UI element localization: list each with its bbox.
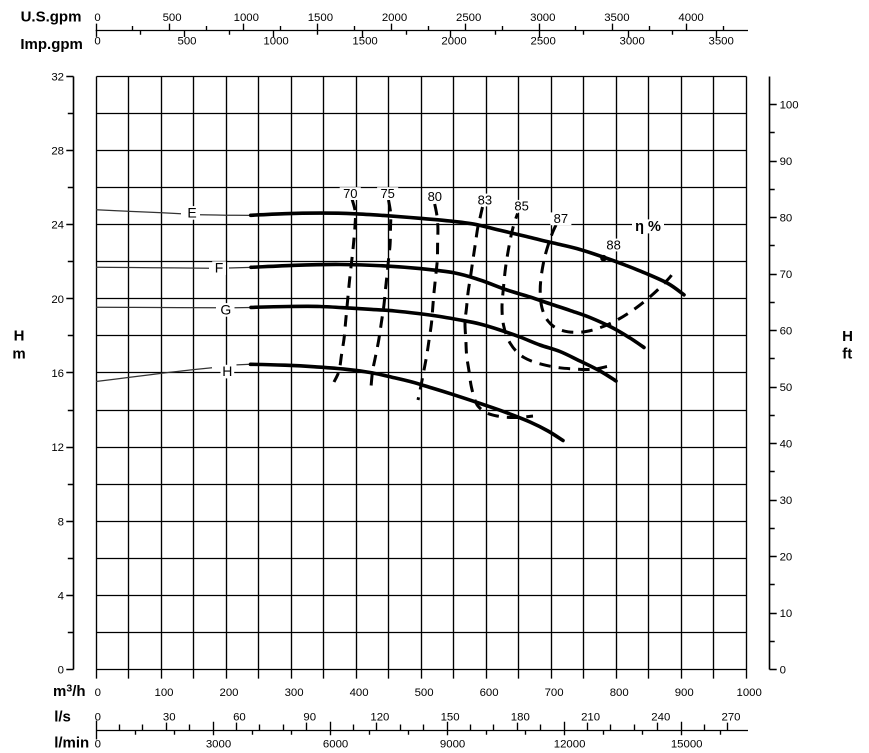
svg-text:500: 500: [177, 36, 196, 48]
svg-text:300: 300: [285, 687, 304, 699]
svg-text:12000: 12000: [554, 739, 586, 751]
svg-text:500: 500: [415, 687, 434, 699]
svg-text:H: H: [222, 363, 232, 379]
svg-text:80: 80: [428, 189, 442, 204]
svg-text:30: 30: [163, 712, 176, 724]
svg-text:3000: 3000: [206, 739, 231, 751]
svg-text:60: 60: [780, 326, 793, 338]
svg-text:8: 8: [58, 516, 64, 528]
svg-text:600: 600: [480, 687, 499, 699]
svg-text:88: 88: [606, 237, 620, 252]
svg-text:100: 100: [780, 100, 799, 112]
svg-text:85: 85: [514, 199, 528, 214]
svg-text:0: 0: [780, 665, 786, 677]
svg-text:900: 900: [675, 687, 694, 699]
svg-text:50: 50: [780, 382, 793, 394]
svg-text:28: 28: [51, 146, 64, 158]
svg-text:700: 700: [545, 687, 564, 699]
svg-text:800: 800: [610, 687, 629, 699]
svg-text:ft: ft: [842, 345, 852, 362]
svg-text:83: 83: [478, 192, 492, 207]
svg-text:2500: 2500: [456, 12, 481, 24]
svg-text:150: 150: [441, 712, 460, 724]
svg-text:Imp.gpm: Imp.gpm: [20, 36, 83, 53]
svg-text:400: 400: [350, 687, 369, 699]
svg-text:3000: 3000: [620, 36, 645, 48]
svg-text:l/min: l/min: [54, 735, 89, 752]
svg-text:40: 40: [780, 439, 793, 451]
svg-text:200: 200: [219, 687, 238, 699]
svg-text:1000: 1000: [234, 12, 259, 24]
svg-text:70: 70: [780, 269, 793, 281]
svg-text:1500: 1500: [308, 12, 333, 24]
svg-text:20: 20: [780, 552, 793, 564]
svg-text:12: 12: [51, 442, 64, 454]
svg-text:210: 210: [581, 712, 600, 724]
svg-text:87: 87: [554, 211, 568, 226]
svg-text:60: 60: [233, 712, 246, 724]
svg-text:2500: 2500: [531, 36, 556, 48]
svg-text:3500: 3500: [709, 36, 734, 48]
svg-text:1000: 1000: [737, 687, 762, 699]
svg-text:100: 100: [154, 687, 173, 699]
svg-text:240: 240: [651, 712, 670, 724]
svg-text:m3/h: m3/h: [53, 683, 86, 701]
svg-text:1000: 1000: [263, 36, 288, 48]
svg-text:75: 75: [380, 186, 394, 201]
svg-text:6000: 6000: [323, 739, 348, 751]
svg-text:G: G: [220, 302, 231, 318]
svg-text:η %: η %: [635, 219, 661, 235]
svg-text:3500: 3500: [604, 12, 629, 24]
svg-text:m: m: [12, 345, 25, 362]
svg-text:H: H: [14, 328, 25, 345]
svg-text:H: H: [842, 328, 853, 345]
svg-text:32: 32: [51, 71, 64, 83]
svg-text:180: 180: [511, 712, 530, 724]
svg-text:E: E: [187, 205, 196, 221]
svg-text:90: 90: [780, 156, 793, 168]
svg-text:24: 24: [51, 220, 64, 232]
svg-text:90: 90: [303, 712, 316, 724]
svg-text:0: 0: [94, 36, 100, 48]
svg-text:16: 16: [51, 368, 64, 380]
svg-text:U.S.gpm: U.S.gpm: [21, 8, 82, 25]
svg-text:0: 0: [94, 12, 100, 24]
svg-text:20: 20: [51, 294, 64, 306]
svg-text:2000: 2000: [382, 12, 407, 24]
svg-text:70: 70: [343, 186, 357, 201]
svg-text:80: 80: [780, 213, 793, 225]
svg-text:4000: 4000: [678, 12, 703, 24]
svg-text:1500: 1500: [352, 36, 377, 48]
svg-text:0: 0: [95, 739, 101, 751]
svg-text:270: 270: [721, 712, 740, 724]
svg-text:10: 10: [780, 608, 793, 620]
svg-text:0: 0: [58, 665, 64, 677]
svg-text:120: 120: [370, 712, 389, 724]
svg-text:2000: 2000: [441, 36, 466, 48]
svg-text:4: 4: [58, 591, 64, 603]
svg-text:30: 30: [780, 495, 793, 507]
svg-text:0: 0: [95, 712, 101, 724]
svg-text:0: 0: [95, 687, 101, 699]
svg-text:15000: 15000: [671, 739, 703, 751]
svg-text:3000: 3000: [530, 12, 555, 24]
svg-text:9000: 9000: [440, 739, 465, 751]
svg-text:F: F: [215, 260, 224, 276]
svg-text:l/s: l/s: [54, 708, 71, 725]
svg-text:500: 500: [163, 12, 182, 24]
